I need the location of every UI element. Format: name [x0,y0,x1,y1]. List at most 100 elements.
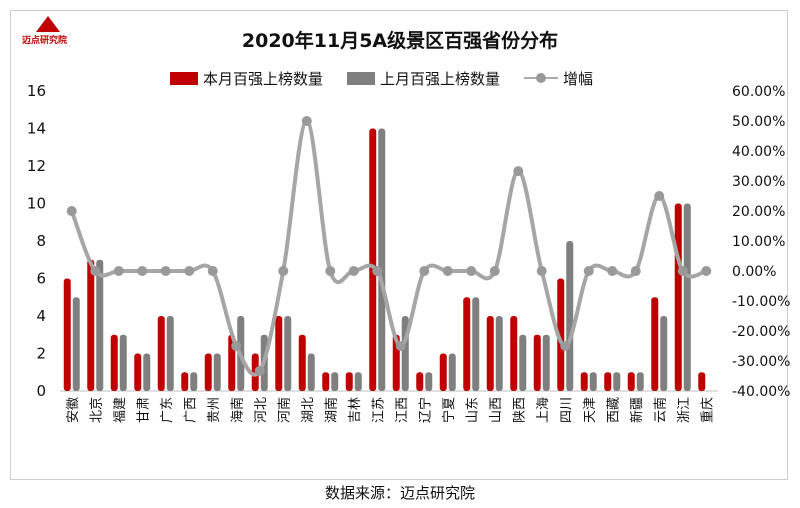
growth-point [513,166,524,177]
chart-legend: 本月百强上榜数量 上月百强上榜数量 增幅 [170,68,617,88]
y-left-tick-label: 4 [36,307,46,325]
logo-text: 迈点研究院 [22,36,68,46]
y-left-tick-label: 6 [36,270,46,288]
bar-current [486,316,494,391]
bar-current [204,353,212,391]
y-right-tick-label: 60.00% [732,84,785,100]
bar-current [181,372,189,391]
growth-point [442,266,453,276]
y-right-tick-label: -40.00% [732,384,790,400]
growth-point [301,116,312,126]
bar-current [275,316,283,391]
bar-current [416,372,424,391]
x-tick-label: 宁夏 [441,397,457,423]
bar-previous [190,372,198,391]
bar-previous [143,353,151,391]
y-left-tick-label: 14 [27,120,46,138]
growth-point [677,266,688,276]
y-right-tick-label: 50.00% [732,114,785,130]
bar-previous [119,334,127,391]
bar-previous [425,372,433,391]
x-tick-label: 广西 [183,397,198,423]
legend-item-current: 本月百强上榜数量 [170,68,323,89]
growth-point [113,266,124,276]
legend-item-previous: 上月百强上榜数量 [347,68,500,89]
x-tick-label: 北京 [89,397,104,423]
growth-point [419,266,430,276]
x-tick-label: 福建 [113,397,128,423]
x-tick-label: 上海 [536,397,551,423]
bar-current [698,372,706,391]
bar-current [627,372,635,391]
y-right-tick-label: 0.00% [732,264,776,280]
x-tick-label: 新疆 [629,397,645,423]
y-left-tick-label: 0 [36,382,46,400]
bar-current [87,259,95,391]
growth-point [372,266,383,276]
x-tick-label: 重庆 [699,397,715,423]
legend-swatch-growth [524,72,559,84]
x-tick-label: 江苏 [370,397,386,423]
growth-point [395,341,406,351]
x-tick-label: 安徽 [66,397,81,423]
growth-point [207,266,218,276]
x-tick-label: 湖北 [301,397,316,423]
bar-previous [448,353,456,391]
x-tick-label: 西藏 [606,397,621,423]
data-source: 数据来源：迈点研究院 [324,484,475,502]
growth-point [583,266,594,276]
growth-point [654,191,665,201]
bar-previous [307,353,315,391]
bar-previous [613,372,621,391]
logo-mark-icon [36,16,60,32]
x-tick-label: 陕西 [512,397,527,423]
legend-swatch-previous [347,71,376,85]
bar-previous [683,203,691,391]
x-tick-label: 云南 [652,397,668,423]
y-right-tick-label: 30.00% [732,174,785,190]
y-left-tick-label: 12 [27,157,46,175]
growth-point [701,266,712,276]
legend-item-growth: 增幅 [524,68,593,89]
x-tick-label: 海南 [229,397,245,423]
bar-current [439,353,447,391]
legend-label-previous: 上月百强上榜数量 [380,69,501,88]
bar-previous [331,372,339,391]
bar-current [580,372,588,391]
bar-current [674,203,682,391]
bar-previous [378,128,386,391]
legend-swatch-current [170,71,198,85]
x-tick-label: 江西 [395,397,410,423]
x-tick-label: 河南 [276,397,292,423]
growth-point [348,266,359,276]
chart-plot: 0 2 4 6 8 10 12 14 16 -40.00% -30.00% -20.00% -10.00… [27,82,791,423]
growth-point [536,266,547,276]
bar-current [322,372,330,391]
bar-previous [542,334,550,391]
chart-title: 2020年11月5A级景区百强省份分布 [241,30,559,52]
x-tick-label: 河北 [254,397,269,423]
y-right-tick-label: -30.00% [732,354,790,370]
bar-current [533,334,541,391]
x-tick-label: 天津 [583,397,598,423]
growth-point [489,266,500,276]
x-tick-label: 山西 [489,397,504,423]
x-tick-label: 浙江 [677,397,692,423]
growth-point [90,266,101,276]
bar-previous [636,372,644,391]
growth-point [231,341,242,351]
bar-current [110,334,118,391]
bar-current [345,372,353,391]
bar-previous [589,372,597,391]
bar-current [134,353,142,391]
growth-point [630,266,641,276]
growth-point [66,206,77,216]
growth-point [184,266,195,276]
chart-frame [10,10,788,480]
bar-current [369,128,377,391]
x-tick-label: 山东 [465,397,480,423]
bar-current [463,297,471,391]
bar-previous [566,241,574,391]
bar-previous [519,334,527,391]
bar-current [298,334,306,391]
